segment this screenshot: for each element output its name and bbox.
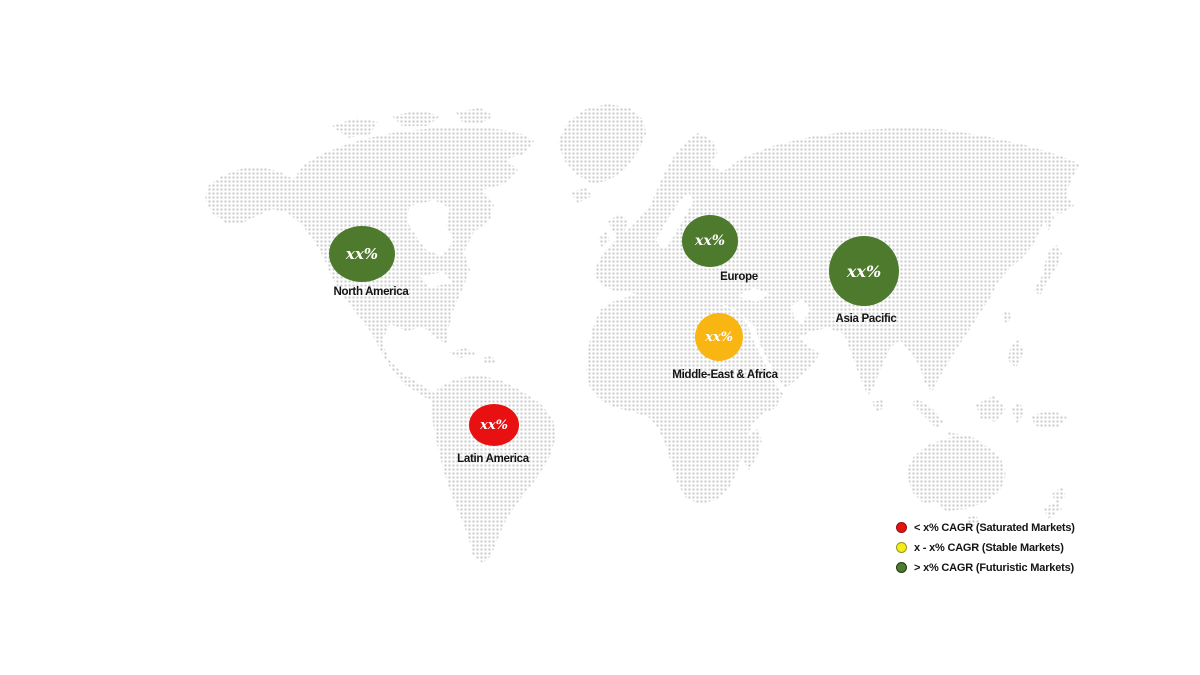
continent-australia (906, 438, 1006, 511)
marker-middle-east-africa: xx% (695, 313, 743, 361)
continent-south-america (432, 375, 556, 563)
marker-value: xx% (480, 417, 508, 433)
region-label-asia-pacific: Asia Pacific (835, 313, 897, 325)
continent-africa (586, 294, 783, 504)
red-dot-icon (896, 522, 907, 533)
legend-item-stable: x - x% CAGR (Stable Markets) (896, 541, 1075, 554)
marker-value: xx% (345, 245, 379, 263)
legend-label: < x% CAGR (Saturated Markets) (914, 521, 1075, 534)
arabian-peninsula (756, 324, 820, 388)
continent-greenland (558, 104, 646, 184)
marker-europe: xx% (682, 215, 738, 267)
region-label-europe: Europe (720, 271, 758, 283)
region-label-middle-east-africa: Middle-East & Africa (672, 369, 778, 381)
legend-item-saturated: < x% CAGR (Saturated Markets) (896, 521, 1075, 534)
marker-value: xx% (846, 261, 882, 281)
yellow-dot-icon (896, 542, 907, 553)
cagr-legend: < x% CAGR (Saturated Markets) x - x% CAG… (896, 521, 1075, 574)
marker-value: xx% (705, 329, 733, 345)
green-dot-icon (896, 562, 907, 573)
legend-label: > x% CAGR (Futuristic Markets) (914, 561, 1074, 574)
marker-north-america: xx% (329, 226, 395, 282)
marker-value: xx% (695, 233, 725, 249)
legend-label: x - x% CAGR (Stable Markets) (914, 541, 1064, 554)
marker-latin-america: xx% (469, 404, 519, 446)
region-label-latin-america: Latin America (457, 453, 529, 465)
marker-asia-pacific: xx% (829, 236, 899, 306)
region-label-north-america: North America (333, 286, 409, 298)
legend-item-futuristic: > x% CAGR (Futuristic Markets) (896, 561, 1075, 574)
